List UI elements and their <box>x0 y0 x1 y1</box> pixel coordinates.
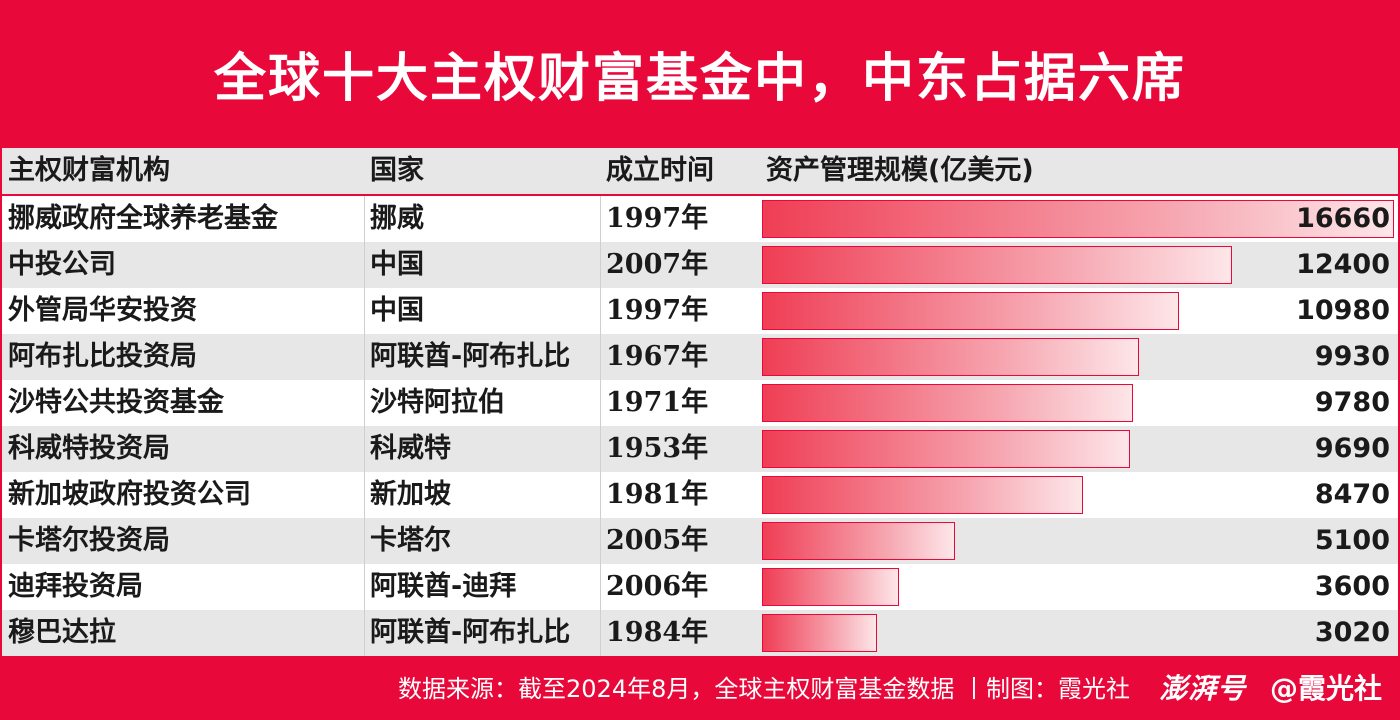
header-founded: 成立时间 <box>606 155 714 186</box>
founded-year: 2007年 <box>606 249 709 280</box>
table-header: 主权财富机构 国家 成立时间 资产管理规模(亿美元) <box>2 148 1398 194</box>
aum-bar <box>762 614 877 652</box>
column-divider <box>364 380 365 426</box>
aum-value: 9780 <box>1314 387 1390 418</box>
aum-bar <box>762 384 1133 422</box>
aum-value: 16660 <box>1296 203 1390 234</box>
column-divider <box>364 288 365 334</box>
data-table: 主权财富机构 国家 成立时间 资产管理规模(亿美元) 挪威政府全球养老基金 挪威 1… <box>2 148 1398 658</box>
column-divider <box>364 564 365 610</box>
column-divider <box>600 426 601 472</box>
aum-value: 10980 <box>1296 295 1390 326</box>
institution-name: 科威特投资局 <box>8 433 170 464</box>
country-name: 阿联酋-迪拜 <box>370 571 517 602</box>
table-row: 卡塔尔投资局 卡塔尔 2005年 5100 <box>2 518 1398 564</box>
platform-credit: 澎湃号 @霞光社 <box>1159 658 1382 720</box>
founded-year: 2006年 <box>606 571 709 602</box>
column-divider <box>364 196 365 242</box>
institution-name: 阿布扎比投资局 <box>8 341 197 372</box>
institution-name: 挪威政府全球养老基金 <box>8 203 278 234</box>
column-divider <box>600 196 601 242</box>
header-country: 国家 <box>370 155 424 186</box>
column-divider <box>364 610 365 656</box>
founded-year: 2005年 <box>606 525 709 556</box>
aum-value: 3020 <box>1314 617 1390 648</box>
column-divider <box>600 564 601 610</box>
chart-title: 全球十大主权财富基金中，中东占据六席 <box>213 48 1186 109</box>
aum-bar <box>762 292 1179 330</box>
column-divider <box>600 518 601 564</box>
column-divider <box>364 518 365 564</box>
country-name: 中国 <box>370 295 424 326</box>
table-row: 沙特公共投资基金 沙特阿拉伯 1971年 9780 <box>2 380 1398 426</box>
aum-bar <box>762 568 899 606</box>
column-divider <box>600 334 601 380</box>
source-note: 数据来源：截至2024年8月，全球主权财富基金数据 丨制图：霞光社 <box>398 675 1130 703</box>
country-name: 沙特阿拉伯 <box>370 387 505 418</box>
founded-year: 1997年 <box>606 203 709 234</box>
footer: 数据来源：截至2024年8月，全球主权财富基金数据 丨制图：霞光社 澎湃号 @霞… <box>0 658 1400 720</box>
aum-value: 9930 <box>1314 341 1390 372</box>
founded-year: 1981年 <box>606 479 709 510</box>
country-name: 阿联酋-阿布扎比 <box>370 617 571 648</box>
header-institution: 主权财富机构 <box>8 155 170 186</box>
institution-name: 迪拜投资局 <box>8 571 143 602</box>
table-row: 挪威政府全球养老基金 挪威 1997年 16660 <box>2 196 1398 242</box>
column-divider <box>600 288 601 334</box>
table-row: 穆巴达拉 阿联酋-阿布扎比 1984年 3020 <box>2 610 1398 656</box>
country-name: 挪威 <box>370 203 424 234</box>
aum-value: 9690 <box>1314 433 1390 464</box>
column-divider <box>364 472 365 518</box>
institution-name: 沙特公共投资基金 <box>8 387 224 418</box>
aum-value: 3600 <box>1314 571 1390 602</box>
aum-bar <box>762 476 1083 514</box>
table-row: 阿布扎比投资局 阿联酋-阿布扎比 1967年 9930 <box>2 334 1398 380</box>
institution-name: 卡塔尔投资局 <box>8 525 170 556</box>
country-name: 卡塔尔 <box>370 525 451 556</box>
table-row: 新加坡政府投资公司 新加坡 1981年 8470 <box>2 472 1398 518</box>
country-name: 阿联酋-阿布扎比 <box>370 341 571 372</box>
institution-name: 中投公司 <box>8 249 116 280</box>
aum-bar <box>762 338 1139 376</box>
founded-year: 1953年 <box>606 433 709 464</box>
column-divider <box>600 380 601 426</box>
table-row: 外管局华安投资 中国 1997年 10980 <box>2 288 1398 334</box>
aum-bar <box>762 522 955 560</box>
founded-year: 1997年 <box>606 295 709 326</box>
column-divider <box>364 426 365 472</box>
institution-name: 新加坡政府投资公司 <box>8 479 251 510</box>
founded-year: 1971年 <box>606 387 709 418</box>
country-name: 中国 <box>370 249 424 280</box>
column-divider <box>364 334 365 380</box>
founded-year: 1984年 <box>606 617 709 648</box>
table-row: 科威特投资局 科威特 1953年 9690 <box>2 426 1398 472</box>
aum-value: 8470 <box>1314 479 1390 510</box>
account-name: @霞光社 <box>1269 672 1382 705</box>
institution-name: 外管局华安投资 <box>8 295 197 326</box>
aum-value: 5100 <box>1314 525 1390 556</box>
column-divider <box>364 242 365 288</box>
country-name: 新加坡 <box>370 479 451 510</box>
header-aum: 资产管理规模(亿美元) <box>766 155 1034 186</box>
country-name: 科威特 <box>370 433 451 464</box>
table-row: 中投公司 中国 2007年 12400 <box>2 242 1398 288</box>
founded-year: 1967年 <box>606 341 709 372</box>
aum-bar <box>762 430 1130 468</box>
aum-bar <box>762 200 1394 238</box>
aum-value: 12400 <box>1296 249 1390 280</box>
platform-name: 澎湃号 <box>1159 672 1247 705</box>
column-divider <box>600 242 601 288</box>
column-divider <box>600 610 601 656</box>
table-row: 迪拜投资局 阿联酋-迪拜 2006年 3600 <box>2 564 1398 610</box>
institution-name: 穆巴达拉 <box>8 617 116 648</box>
column-divider <box>600 472 601 518</box>
aum-bar <box>762 246 1232 284</box>
